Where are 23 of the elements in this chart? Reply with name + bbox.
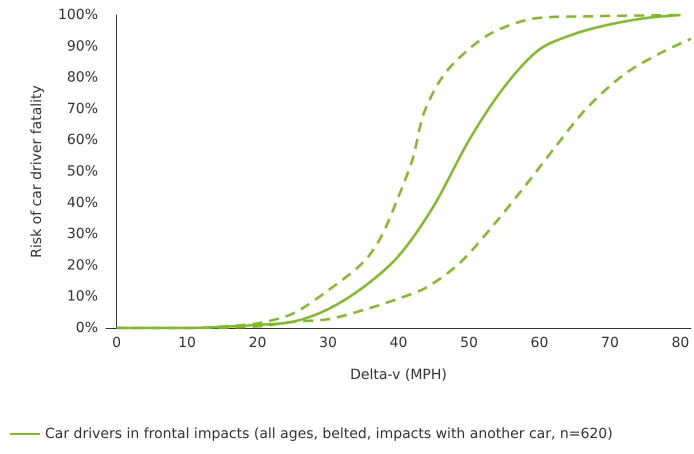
x-axis-title: Delta-v (MPH) [350, 367, 447, 383]
x-tick-label: 80 [672, 335, 690, 351]
y-tick-label: 40% [66, 194, 98, 211]
x-tick-label: 10 [178, 335, 196, 351]
x-tick-label: 30 [319, 335, 337, 351]
legend-label: Car drivers in frontal impacts (all ages, belted, impacts with another car, n=620) [45, 426, 613, 442]
y-tick-label: 20% [66, 257, 98, 274]
y-tick-label: 10% [66, 288, 98, 305]
y-tick-label: 50% [66, 164, 98, 180]
y-tick-label: 100% [58, 7, 98, 23]
y-tick-label: 80% [66, 70, 98, 86]
x-tick-label: 40 [390, 335, 408, 351]
x-tick-label: 50 [460, 335, 478, 351]
x-tick-label: 20 [248, 335, 266, 351]
y-tick-label: 60% [66, 132, 98, 148]
x-tick-label: 60 [530, 335, 548, 351]
y-tick-label: 0% [76, 320, 98, 336]
x-tick-label: 70 [601, 335, 619, 351]
y-tick-label: 30% [66, 226, 98, 242]
y-axis-title: Risk of car driver fatality [29, 85, 45, 258]
x-tick-label: 0 [112, 335, 122, 351]
y-tick-label: 70% [66, 100, 98, 117]
y-tick-label: 90% [66, 38, 98, 54]
